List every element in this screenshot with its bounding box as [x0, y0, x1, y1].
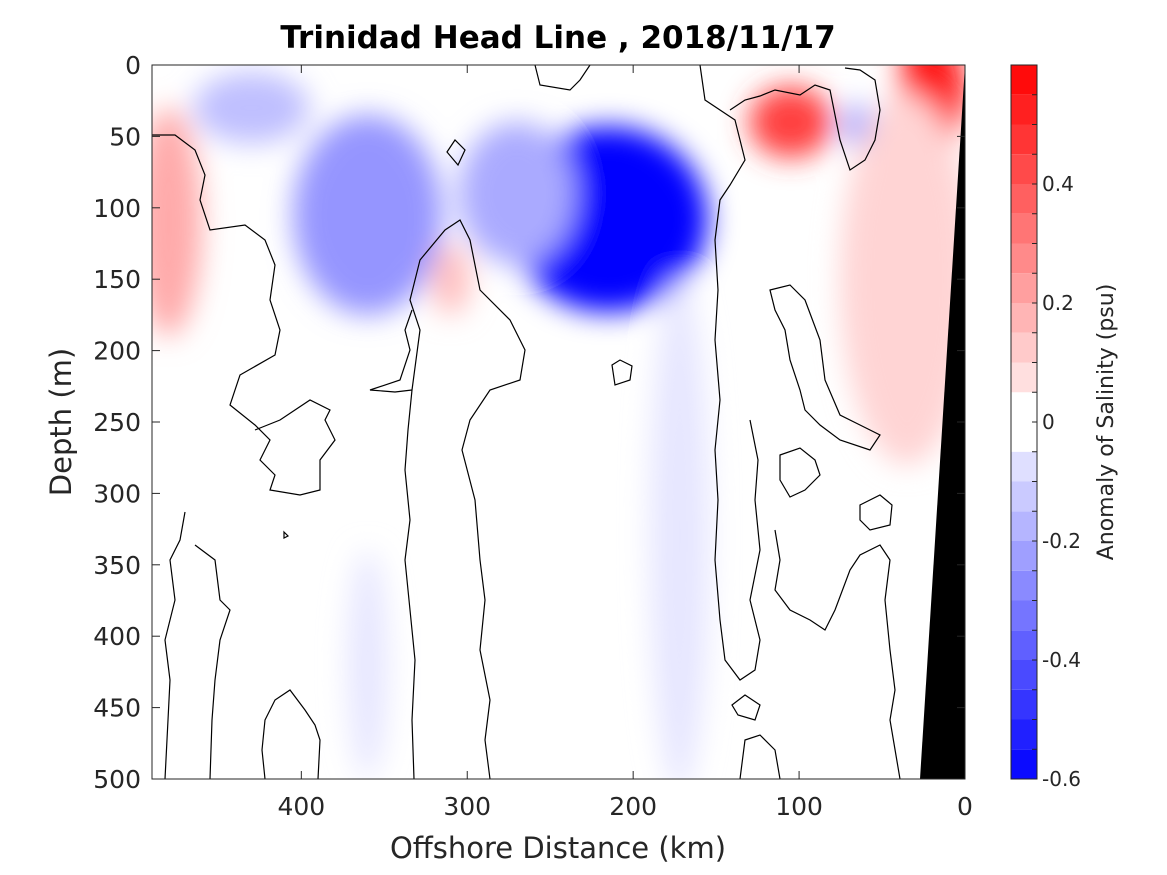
colorbar-level-23	[1011, 94, 1037, 125]
colorbar-level-18	[1011, 243, 1037, 274]
colorbar-level-5	[1011, 630, 1037, 660]
colorbar-level-24	[1011, 65, 1037, 95]
contour-line-18	[739, 734, 781, 779]
contour-line-1	[152, 134, 336, 496]
contour-line-16	[774, 529, 901, 779]
y-tick-label-150: 150	[93, 265, 141, 294]
y-tick-label-0: 0	[125, 51, 141, 80]
colorbar-level-6	[1011, 600, 1037, 631]
contour-line-9	[611, 359, 633, 386]
anomaly-field	[152, 65, 965, 779]
x-axis: 400 300 200 100 0	[277, 65, 973, 821]
contour-line-12	[729, 67, 881, 171]
chart-title: Trinidad Head Line , 2018/11/17	[280, 20, 835, 56]
contour-line-17	[731, 694, 761, 721]
colorbar-level-19	[1011, 213, 1037, 244]
x-tick-label-300: 300	[443, 792, 491, 821]
anomaly-positive-1	[152, 107, 202, 337]
colorbar-level-11	[1011, 451, 1037, 482]
anomaly-positive-6	[749, 86, 833, 158]
colorbar-level-17	[1011, 273, 1037, 303]
colorbar-tick-label-3: 0	[1042, 410, 1055, 434]
colorbar-level-7	[1011, 570, 1037, 601]
seafloor-bathymetry	[920, 65, 965, 779]
x-tick-label-400: 400	[277, 792, 325, 821]
x-tick-label-100: 100	[775, 792, 823, 821]
y-axis-label: Depth (m)	[44, 348, 78, 496]
anomaly-negative-5	[458, 122, 576, 265]
x-axis-label: Offshore Distance (km)	[390, 831, 726, 865]
colorbar-level-22	[1011, 124, 1037, 155]
colorbar-level-16	[1011, 303, 1037, 333]
colorbar: 0.4 0.2 0 -0.2 -0.4 -0.6	[1010, 64, 1081, 791]
y-axis: 0 50 100 150 200 250 300 350 400 450 500	[93, 51, 965, 794]
y-tick-label-50: 50	[109, 122, 141, 151]
colorbar-level-14	[1011, 362, 1037, 393]
colorbar-tick-label-6: -0.6	[1042, 767, 1081, 791]
y-tick-label-450: 450	[93, 694, 141, 723]
contour-line-5	[409, 219, 526, 779]
y-tick-label-500: 500	[93, 765, 141, 794]
contour-line-14	[779, 447, 821, 498]
y-tick-label-200: 200	[93, 337, 141, 366]
contour-line-7	[404, 389, 416, 779]
colorbar-tick-label-4: -0.2	[1042, 529, 1081, 553]
colorbar-level-8	[1011, 541, 1037, 571]
contour-line-2	[164, 511, 186, 779]
colorbar-level-2	[1011, 719, 1037, 750]
contour-line-3	[194, 544, 231, 779]
zero-contours	[152, 65, 901, 779]
y-tick-label-250: 250	[93, 408, 141, 437]
y-tick-label-350: 350	[93, 551, 141, 580]
colorbar-level-15	[1011, 332, 1037, 363]
colorbar-level-12	[1011, 422, 1037, 452]
y-tick-label-100: 100	[93, 194, 141, 223]
anomaly-negative-11	[649, 279, 710, 779]
colorbar-level-1	[1011, 749, 1037, 779]
contour-line-19	[283, 530, 290, 539]
anomaly-positive-9	[840, 93, 965, 465]
colorbar-tick-label-2: 0.2	[1042, 291, 1074, 315]
contour-line-6	[369, 309, 413, 393]
contour-line-15	[859, 494, 893, 531]
colorbar-level-10	[1011, 481, 1037, 512]
anomaly-negative-3	[193, 72, 310, 144]
contour-line-11	[699, 65, 761, 681]
contour-line-8	[446, 139, 466, 167]
y-tick-label-300: 300	[93, 479, 141, 508]
anomaly-positive-10	[430, 243, 471, 315]
colorbar-level-4	[1011, 660, 1037, 690]
colorbar-level-9	[1011, 511, 1037, 541]
colorbar-level-21	[1011, 154, 1037, 184]
colorbar-tick-label-5: -0.4	[1042, 648, 1081, 672]
x-tick-label-200: 200	[609, 792, 657, 821]
contour-line-4	[261, 689, 321, 779]
x-tick-label-0: 0	[957, 792, 973, 821]
colorbar-label: Anomaly of Salinity (psu)	[1094, 284, 1119, 561]
colorbar-tick-label-1: 0.4	[1042, 172, 1074, 196]
anomaly-negative-2	[293, 114, 443, 315]
colorbar-level-13	[1011, 392, 1037, 422]
colorbar-level-3	[1011, 689, 1037, 720]
contour-line-13	[769, 284, 881, 451]
contour-line-10	[534, 65, 591, 91]
colorbar-level-20	[1011, 184, 1037, 214]
y-tick-label-400: 400	[93, 622, 141, 651]
anomaly-negative-12	[347, 550, 388, 779]
